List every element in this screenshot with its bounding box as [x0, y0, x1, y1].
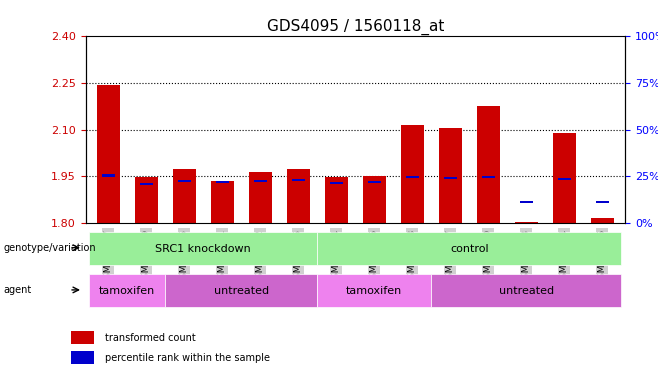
Bar [254, 180, 266, 182]
Bar [89, 232, 317, 265]
Bar [211, 181, 234, 223]
Bar [558, 177, 570, 180]
Bar [325, 177, 347, 223]
Bar [406, 176, 418, 178]
Bar [363, 176, 386, 223]
Bar [89, 275, 165, 307]
Bar [596, 200, 609, 203]
Bar [165, 275, 317, 307]
Bar [71, 331, 93, 344]
Bar [317, 232, 621, 265]
Bar [477, 106, 499, 223]
Text: agent: agent [3, 285, 32, 295]
Text: untreated: untreated [499, 286, 554, 296]
Bar [216, 181, 228, 184]
Bar [97, 84, 120, 223]
Bar [71, 351, 93, 364]
Text: tamoxifen: tamoxifen [99, 286, 155, 296]
Bar [135, 177, 158, 223]
Bar [140, 182, 153, 185]
Bar [173, 169, 195, 223]
Bar [482, 176, 495, 178]
Bar [292, 179, 305, 181]
Bar [401, 125, 424, 223]
Bar [431, 275, 621, 307]
Bar [553, 133, 576, 223]
Bar [368, 181, 380, 184]
Bar [520, 200, 532, 203]
Text: SRC1 knockdown: SRC1 knockdown [155, 243, 251, 254]
Bar [317, 275, 431, 307]
Text: control: control [450, 243, 489, 254]
Bar [287, 169, 310, 223]
Bar [439, 128, 462, 223]
Bar [102, 174, 114, 177]
Text: untreated: untreated [214, 286, 269, 296]
Bar [249, 172, 272, 223]
Text: percentile rank within the sample: percentile rank within the sample [105, 353, 270, 362]
Title: GDS4095 / 1560118_at: GDS4095 / 1560118_at [266, 19, 444, 35]
Bar [515, 222, 538, 223]
Bar [178, 180, 191, 182]
Bar [330, 182, 343, 184]
Text: transformed count: transformed count [105, 333, 195, 343]
Bar [591, 218, 614, 223]
Text: genotype/variation: genotype/variation [3, 243, 96, 253]
Text: tamoxifen: tamoxifen [346, 286, 403, 296]
Bar [444, 177, 457, 179]
